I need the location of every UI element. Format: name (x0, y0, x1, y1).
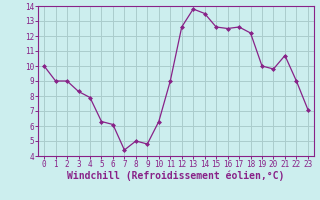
X-axis label: Windchill (Refroidissement éolien,°C): Windchill (Refroidissement éolien,°C) (67, 171, 285, 181)
